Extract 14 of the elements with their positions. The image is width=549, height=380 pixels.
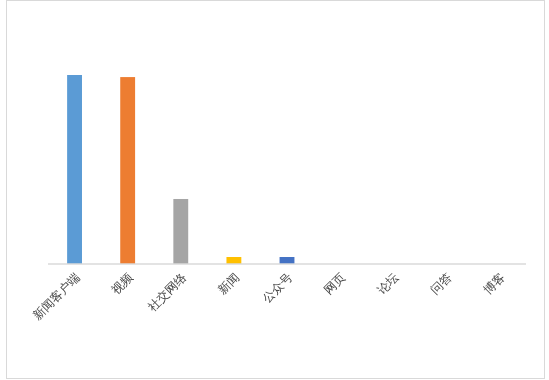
x-tick-label: 博客 xyxy=(480,270,508,298)
x-tick-label: 新闻 xyxy=(215,270,242,298)
x-tick-label: 社交网络 xyxy=(145,270,189,314)
x-tick-label: 视频 xyxy=(108,270,136,298)
bar xyxy=(120,77,136,264)
x-tick-label: 论坛 xyxy=(374,270,402,298)
x-tick-label: 新闻客户端 xyxy=(30,270,83,323)
x-tick-label: 网页 xyxy=(321,270,348,298)
x-tick-label: 问答 xyxy=(428,270,454,298)
x-tick-label: 公众号 xyxy=(260,270,296,306)
bar xyxy=(280,257,294,264)
bar xyxy=(173,198,188,264)
bar xyxy=(226,257,242,264)
bar xyxy=(67,75,82,264)
